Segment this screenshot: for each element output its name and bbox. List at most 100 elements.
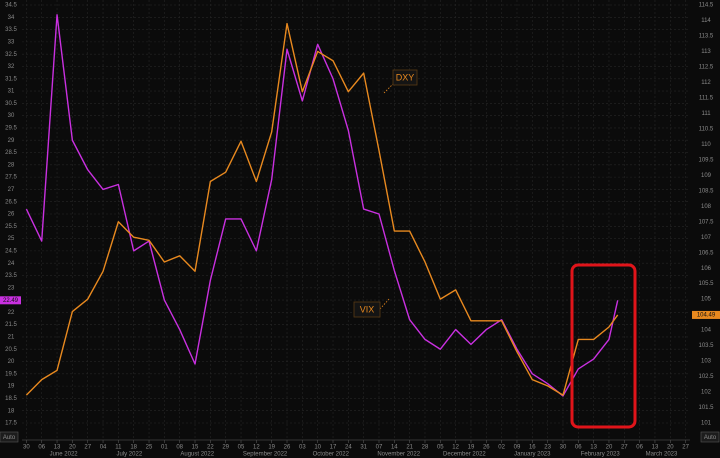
y-tick-label: 33.5 bbox=[5, 27, 17, 33]
y-tick-label: 34 bbox=[8, 15, 15, 21]
x-tick-label: 20 bbox=[69, 445, 76, 451]
auto-button-label[interactable]: Auto bbox=[3, 435, 16, 441]
y-tick-label: 23.5 bbox=[5, 273, 17, 279]
month-label: February 2023 bbox=[581, 452, 621, 458]
month-label: August 2022 bbox=[180, 452, 214, 458]
y2-tick-label: 106.5 bbox=[698, 250, 714, 256]
series-line bbox=[25, 14, 619, 397]
y-tick-label: 31.5 bbox=[5, 76, 17, 82]
x-tick-label: 20 bbox=[606, 445, 613, 451]
y2-tick-label: 114.5 bbox=[699, 3, 714, 9]
y-tick-label: 21 bbox=[8, 335, 15, 341]
y-tick-label: 26.5 bbox=[5, 199, 17, 205]
y2-tick-label: 105.5 bbox=[698, 281, 714, 287]
x-tick-label: 02 bbox=[498, 445, 505, 451]
y-tick-label: 32.5 bbox=[5, 52, 17, 58]
y2-tick-label: 109 bbox=[701, 173, 712, 179]
y-tick-label: 27.5 bbox=[5, 175, 17, 181]
y-tick-label: 19.5 bbox=[5, 371, 17, 377]
auto-button[interactable] bbox=[700, 431, 720, 443]
y2-tick-label: 103 bbox=[701, 359, 712, 365]
x-tick-label: 26 bbox=[483, 445, 490, 451]
x-tick-label: 21 bbox=[406, 445, 413, 451]
y2-tick-label: 111.5 bbox=[699, 95, 714, 101]
month-label: December 2022 bbox=[443, 452, 486, 458]
y-tick-label: 21.5 bbox=[5, 322, 17, 328]
annotation-box bbox=[392, 69, 418, 86]
x-tick-label: 05 bbox=[437, 445, 444, 451]
x-tick-label: 08 bbox=[176, 445, 183, 451]
x-tick-label: 09 bbox=[514, 445, 521, 451]
y-tick-label: 24.5 bbox=[5, 248, 17, 254]
y2-tick-label: 111 bbox=[701, 111, 711, 117]
x-tick-label: 15 bbox=[192, 445, 199, 451]
y2-tick-label: 107.5 bbox=[698, 219, 714, 225]
auto-button[interactable] bbox=[0, 431, 19, 443]
y-tick-label: 25.5 bbox=[5, 224, 17, 230]
y-tick-label: 25 bbox=[8, 236, 15, 242]
y-tick-label: 30 bbox=[8, 113, 15, 119]
month-label: March 2023 bbox=[646, 452, 678, 458]
x-tick-label: 27 bbox=[621, 445, 628, 451]
y-tick-label: 32 bbox=[8, 64, 15, 70]
x-tick-label: 06 bbox=[38, 445, 45, 451]
axes: 17.51818.51919.52020.52121.52222.52323.5… bbox=[0, 3, 720, 458]
last-value-label: 22.49 bbox=[3, 298, 19, 304]
y2-tick-label: 107 bbox=[701, 235, 712, 241]
x-tick-label: 19 bbox=[468, 445, 475, 451]
y-tick-label: 30.5 bbox=[5, 101, 17, 107]
auto-button-label[interactable]: Auto bbox=[704, 435, 717, 441]
annotation-box bbox=[353, 301, 381, 318]
x-tick-label: 22 bbox=[207, 445, 214, 451]
x-tick-label: 13 bbox=[590, 445, 597, 451]
month-label: October 2022 bbox=[313, 452, 350, 458]
x-tick-label: 24 bbox=[345, 445, 352, 451]
x-tick-label: 13 bbox=[652, 445, 659, 451]
y-tick-label: 28 bbox=[8, 162, 15, 168]
x-tick-label: 29 bbox=[222, 445, 229, 451]
x-tick-label: 30 bbox=[23, 445, 30, 451]
y2-tick-label: 112.5 bbox=[699, 65, 714, 71]
x-tick-label: 13 bbox=[54, 445, 61, 451]
y-tick-label: 31 bbox=[8, 89, 15, 95]
x-tick-label: 12 bbox=[452, 445, 459, 451]
y2-tick-label: 104 bbox=[701, 328, 712, 334]
y-tick-label: 17.5 bbox=[5, 421, 17, 427]
x-tick-label: 20 bbox=[667, 445, 674, 451]
y2-tick-label: 112 bbox=[701, 80, 711, 86]
x-tick-label: 14 bbox=[391, 445, 398, 451]
y2-tick-label: 102.5 bbox=[698, 374, 714, 380]
y-tick-label: 18.5 bbox=[5, 396, 17, 402]
y2-tick-label: 103.5 bbox=[698, 343, 714, 349]
y-tick-label: 18 bbox=[8, 408, 15, 414]
y-tick-label: 20 bbox=[8, 359, 15, 365]
x-tick-label: 31 bbox=[360, 445, 367, 451]
highlight-box bbox=[570, 263, 637, 429]
y2-tick-label: 106 bbox=[701, 266, 712, 272]
y-tick-label: 24 bbox=[8, 261, 15, 267]
x-tick-label: 19 bbox=[268, 445, 275, 451]
x-tick-label: 25 bbox=[146, 445, 153, 451]
month-label: July 2022 bbox=[116, 452, 142, 458]
month-label: June 2022 bbox=[50, 452, 79, 458]
annotation-leader bbox=[383, 83, 394, 94]
series-line bbox=[25, 22, 619, 396]
y-tick-label: 27 bbox=[8, 187, 15, 193]
x-tick-label: 27 bbox=[84, 445, 91, 451]
y2-tick-label: 101.5 bbox=[698, 405, 714, 411]
last-value-tag bbox=[0, 296, 21, 305]
y2-tick-label: 110 bbox=[701, 142, 711, 148]
plot bbox=[25, 14, 619, 397]
x-tick-label: 01 bbox=[161, 445, 168, 451]
x-tick-label: 03 bbox=[299, 445, 306, 451]
x-tick-label: 06 bbox=[636, 445, 643, 451]
month-label: November 2022 bbox=[377, 452, 420, 458]
annotation-vix: VIX bbox=[353, 297, 391, 318]
y2-tick-label: 101 bbox=[701, 421, 712, 427]
y-tick-label: 33 bbox=[8, 39, 15, 45]
annotation-dxy: DXY bbox=[383, 69, 418, 94]
y-tick-label: 28.5 bbox=[5, 150, 17, 156]
x-tick-label: 07 bbox=[376, 445, 383, 451]
y-tick-label: 20.5 bbox=[5, 347, 17, 353]
